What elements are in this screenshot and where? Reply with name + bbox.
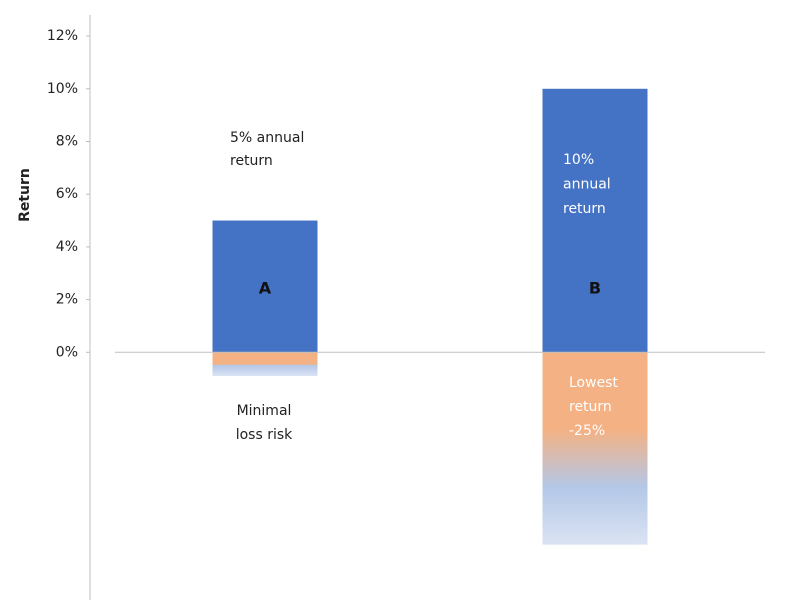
bar (212, 220, 318, 353)
y-tick-label: 0% (56, 344, 78, 360)
bar (542, 352, 648, 545)
annotation: 10% (563, 152, 594, 168)
annotation: return (230, 153, 273, 169)
annotation: Minimal (237, 403, 292, 419)
annotation: Lowest (569, 375, 618, 391)
annotation: return (569, 399, 612, 415)
y-tick-label: 4% (56, 239, 78, 255)
y-axis-label: Return (17, 168, 33, 222)
annotation: annual (563, 177, 611, 193)
annotation: -25% (569, 423, 605, 439)
annotation: 5% annual (230, 130, 304, 146)
annotation: return (563, 201, 606, 217)
annotation: loss risk (236, 427, 293, 443)
bar (212, 352, 318, 377)
y-tick-label: 8% (56, 133, 78, 149)
bar (542, 88, 648, 353)
category-label: B (589, 279, 601, 298)
category-label: A (259, 279, 272, 298)
y-tick-label: 6% (56, 186, 78, 202)
y-tick-label: 10% (47, 81, 78, 97)
y-tick-label: 12% (47, 28, 78, 44)
y-tick-label: 2% (56, 292, 78, 308)
